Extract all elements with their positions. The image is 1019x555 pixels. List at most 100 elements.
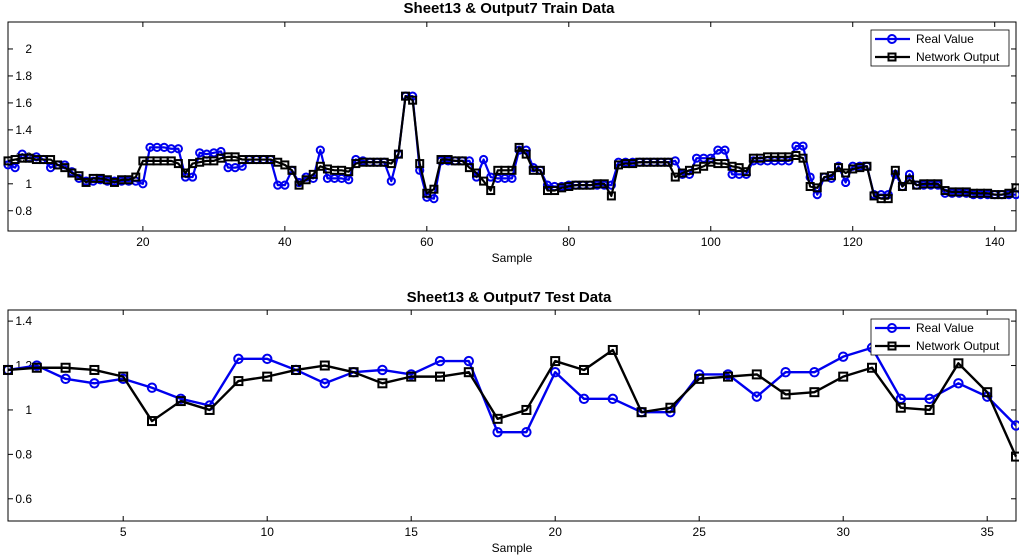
train-network-point <box>308 169 318 179</box>
test-real-point <box>780 366 791 378</box>
test-network-point <box>895 402 906 413</box>
test-network-point <box>924 404 935 415</box>
train-network-point <box>131 172 141 182</box>
train-y-tick-label: 1.6 <box>15 96 32 110</box>
train-real-point <box>798 141 808 151</box>
train-network-point <box>393 149 403 159</box>
train-real-point <box>315 145 325 155</box>
train-x-tick-label: 20 <box>136 235 150 249</box>
test-network-point <box>492 413 503 424</box>
test-real-point <box>607 393 618 405</box>
test-network-point <box>60 362 71 373</box>
train-network-point <box>180 168 190 178</box>
test-network-point <box>579 364 589 375</box>
test-network-point <box>233 376 244 387</box>
train-legend-network-label: Network Output <box>916 50 1000 64</box>
test-real-point <box>751 391 762 402</box>
test-y-tick-label: 0.6 <box>15 492 32 506</box>
train-network-point <box>429 184 439 194</box>
test-network-point <box>89 364 100 375</box>
train-network-point <box>507 165 517 175</box>
test-y-tick-label: 1 <box>25 403 32 417</box>
train-x-axis: 20 40 60 80 100 120 140 <box>136 22 1005 249</box>
test-network-point <box>348 367 359 378</box>
train-y-tick-label: 0.8 <box>15 204 32 218</box>
train-network-point <box>521 149 531 159</box>
test-network-point <box>319 360 330 371</box>
test-network-point <box>262 371 273 382</box>
train-network-point <box>514 142 524 152</box>
train-network-point <box>74 171 84 181</box>
train-x-tick-label: 40 <box>278 235 292 249</box>
train-x-axis-label: Sample <box>492 251 533 265</box>
test-x-axis-label: Sample <box>492 541 533 555</box>
train-y-tick-label: 2 <box>25 42 32 56</box>
train-real-point <box>280 180 290 190</box>
test-real-point <box>578 393 590 405</box>
train-network-point <box>883 194 893 204</box>
test-y-tick-label: 0.8 <box>15 447 32 461</box>
train-real-point <box>429 194 439 204</box>
train-network-point <box>890 165 900 175</box>
train-network-point <box>415 159 425 169</box>
train-network-point <box>826 171 836 181</box>
test-network-point <box>694 373 705 384</box>
test-y-tick-label: 1.4 <box>15 314 32 328</box>
test-chart-title: Sheet13 & Output7 Test Data <box>407 289 612 306</box>
train-real-point <box>904 169 915 179</box>
train-network-point <box>663 157 673 167</box>
train-chart-title: Sheet13 & Output7 Train Data <box>404 0 616 17</box>
test-network-point <box>867 362 877 373</box>
train-y-tick-label: 1.8 <box>15 69 32 83</box>
train-network-line <box>7 95 1017 200</box>
train-legend-real-label: Real Value <box>916 32 974 46</box>
test-real-point <box>492 426 503 438</box>
test-network-point <box>3 364 13 375</box>
train-real-point <box>805 172 815 182</box>
train-network-point <box>933 179 943 189</box>
train-network-point <box>897 182 907 192</box>
train-real-point <box>720 145 730 155</box>
train-network-point <box>386 159 396 169</box>
train-real-point <box>138 179 148 189</box>
train-network-point <box>60 163 70 173</box>
test-network-point <box>636 407 647 418</box>
test-real-point <box>1010 420 1019 431</box>
test-network-point <box>607 344 618 355</box>
train-network-point <box>472 168 482 178</box>
test-x-tick-label: 20 <box>549 525 563 539</box>
test-network-point <box>751 369 762 380</box>
train-x-tick-label: 120 <box>843 235 863 249</box>
test-real-point <box>924 393 935 405</box>
test-network-point <box>665 402 676 413</box>
test-legend-network-label: Network Output <box>916 339 1000 353</box>
test-real-point <box>233 353 244 365</box>
train-network-point <box>287 165 297 175</box>
test-x-tick-label: 15 <box>405 525 419 539</box>
train-network-point <box>486 186 496 196</box>
test-real-point <box>838 351 849 362</box>
test-y-axis: 0.60.811.21.4 <box>8 314 1016 506</box>
train-x-tick-label: 60 <box>420 235 434 249</box>
train-legend-real-marker <box>887 34 897 44</box>
test-network-point <box>982 387 993 398</box>
test-legend-real-marker <box>887 323 897 333</box>
train-network-point <box>408 95 418 105</box>
train-network-point <box>599 179 609 189</box>
train-network-point <box>812 183 822 193</box>
test-real-point <box>89 378 100 389</box>
test-real-point <box>463 355 474 367</box>
train-network-point <box>280 160 290 170</box>
train-network-point <box>46 155 56 165</box>
train-network-point <box>1011 183 1019 193</box>
train-network-point <box>301 175 311 185</box>
test-legend-real-label: Real Value <box>916 321 974 335</box>
test-x-tick-label: 30 <box>837 525 851 539</box>
train-x-tick-label: 140 <box>985 235 1005 249</box>
test-network-point <box>291 364 301 375</box>
test-x-tick-label: 10 <box>261 525 275 539</box>
test-network-point <box>147 416 157 427</box>
test-network-point <box>204 404 215 415</box>
train-network-point <box>741 167 751 177</box>
